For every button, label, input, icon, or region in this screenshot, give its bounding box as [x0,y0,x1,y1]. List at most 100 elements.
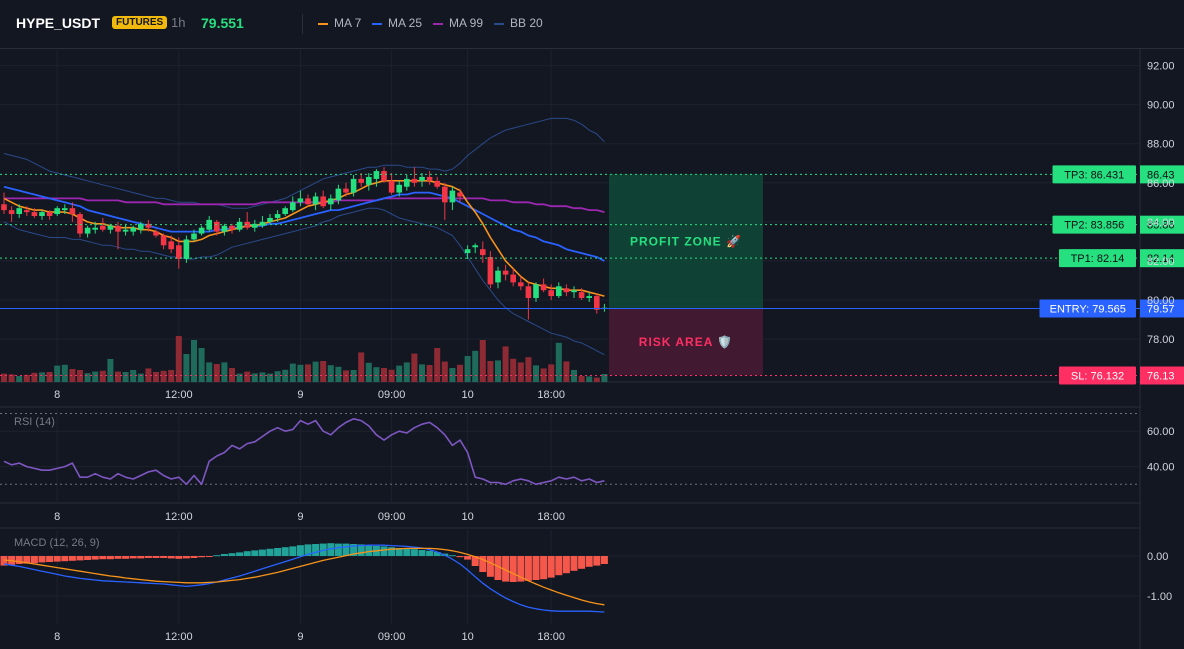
macd-hist-bar [585,556,593,567]
legend-ma99[interactable]: MA 99 [433,16,483,30]
volume-bar [107,359,114,382]
candle-body [426,176,433,181]
bb-lower-line [3,207,605,356]
last-price: 79.551 [201,15,244,31]
macd-hist-bar [106,556,114,560]
x-tick-label: 10 [461,389,473,401]
macd-hist-bar [23,556,31,564]
volume-bar [46,372,53,382]
macd-hist-bar [562,556,570,574]
volume-bar [236,373,243,382]
candle-body [206,219,212,230]
candle-body [442,186,448,203]
volume-bar [160,370,167,382]
volume-bar [305,364,311,382]
candle-body [396,184,402,193]
legend-ma7[interactable]: MA 7 [318,16,361,30]
volume-bar [320,361,327,382]
macd-hist-bar [342,543,350,556]
candle-body [320,196,326,207]
candle-body [540,284,547,291]
legend-ma25[interactable]: MA 25 [372,16,422,30]
macd-hist-bar [388,547,396,556]
ma7-line [3,180,605,297]
sl-tag-label: SL: 76.132 [1071,371,1124,383]
x-tick-label: 09:00 [378,511,406,523]
symbol-name[interactable]: HYPE_USDT [16,15,101,31]
legend-bb20[interactable]: BB 20 [494,16,543,30]
volume-bar [274,371,281,382]
candle-body [191,233,197,240]
volume-bar [16,376,23,382]
trade-levels: TP3: 86.431 86.43 TP2: 83.856 83.86 TP1: 82.… [0,165,1184,385]
volume-bar [350,370,357,382]
macd-hist-bar [114,556,122,559]
volume-bar [39,372,45,382]
legend-swatch [433,22,443,25]
y-tick-label: 0.00 [1147,551,1168,563]
macd-hist-bar [175,556,183,559]
volume-bar [586,376,593,382]
risk-zone [609,308,763,376]
candle-body [31,212,38,216]
volume-bar [1,373,7,382]
macd-hist-bar [524,556,532,581]
candle-body [510,274,516,283]
macd-hist-bar [205,556,213,557]
macd-hist-bar [479,556,487,572]
y-tick-label: -1.00 [1147,591,1172,603]
candle-body [518,282,524,287]
volume-bar [502,346,509,382]
volume-bar [403,362,410,382]
volume-bar [54,365,61,382]
x-tick-label: 09:00 [378,631,406,643]
volume-bar [122,372,129,382]
interval-label[interactable]: 1h [171,15,186,30]
volume-bar [396,365,403,382]
tp-tag [1052,165,1136,184]
y-tick-label: 84.00 [1147,217,1175,229]
macd-hist-bar [312,544,320,556]
macd-hist-bar [296,545,304,556]
macd-hist-bar [547,556,555,578]
x-tick-label: 10 [461,511,473,523]
signal-line [3,547,605,606]
sl-axis-tag [1140,366,1184,385]
legend-label: MA 99 [449,16,484,30]
candle-body [84,227,91,234]
candle-body [563,288,570,293]
macd-hist-bar [517,556,525,582]
legend-label: MA 7 [334,16,362,30]
candle-body [138,223,144,230]
candle-body [153,231,159,236]
volume-bar [381,368,387,382]
macd-hist-bar [30,556,38,564]
volume-bar [548,364,555,382]
candle-body [282,208,288,215]
candle-body [290,202,296,211]
macd-hist-bar [129,556,137,559]
x-tick-label: 9 [297,631,303,643]
macd-hist-bar [91,556,99,560]
candle-body [229,225,235,230]
candle-body [305,198,311,205]
volume-bar [191,340,197,382]
macd-hist-bar [410,549,418,556]
macd-hist-bar [76,556,84,561]
legend-label: BB 20 [510,16,543,30]
volume-bar [449,368,456,382]
candle-body [419,176,425,181]
tp-axis-tag [1140,215,1184,234]
volume-bar [297,364,304,382]
x-tick-label: 12:00 [165,511,193,523]
volume-bar [563,361,570,382]
candle-body [274,214,281,218]
macd-hist-bar [167,556,175,559]
macd-hist-bar [327,543,335,556]
macd-hist-bar [274,548,282,556]
macd-hist-bar [304,544,312,556]
tp-tag-label: TP3: 86.431 [1064,169,1124,181]
volume-bar [31,372,38,382]
macd-hist-bar [99,556,107,560]
